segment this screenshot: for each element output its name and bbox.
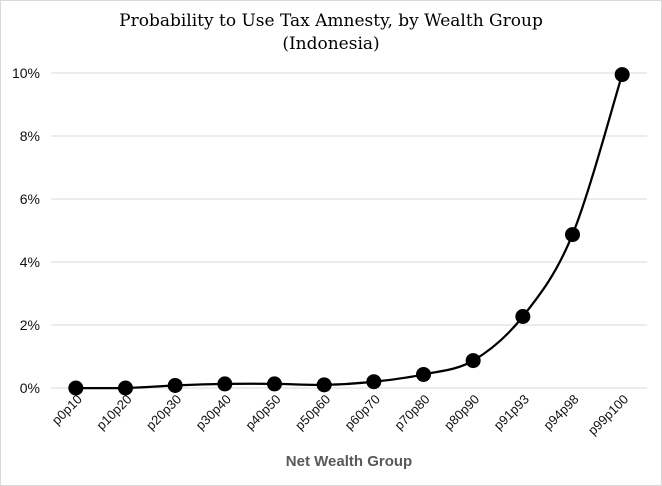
- data-point-p70p80: [416, 366, 431, 382]
- x-tick-label: p91p93: [491, 392, 532, 433]
- data-point-p40p50: [267, 376, 282, 392]
- data-points: [68, 67, 630, 396]
- x-tick-label: p50p60: [292, 392, 333, 433]
- chart-title: Probability to Use Tax Amnesty, by Wealt…: [0, 10, 662, 56]
- data-point-p60p70: [366, 374, 382, 390]
- data-point-p91p93: [515, 308, 531, 324]
- chart-subtitle: (Indonesia): [282, 34, 380, 54]
- chart-title-line: Probability to Use Tax Amnesty, by Wealt…: [119, 11, 543, 31]
- gridlines: [51, 72, 647, 389]
- data-point-p30p40: [217, 376, 233, 392]
- x-tick-label: p99p100: [585, 392, 631, 438]
- y-tick-label: 6%: [20, 191, 40, 207]
- x-tick-label: p40p50: [242, 392, 283, 433]
- x-tick-label: p20p30: [143, 392, 184, 433]
- y-tick-label: 8%: [20, 128, 40, 144]
- data-point-p99p100: [614, 67, 630, 83]
- y-tick-label: 10%: [12, 65, 40, 81]
- y-tick-label: 0%: [20, 380, 40, 396]
- x-tick-label: p30p40: [193, 392, 234, 433]
- x-tick-label: p60p70: [342, 392, 383, 433]
- data-point-p20p30: [167, 377, 183, 393]
- x-tick-label: p0p10: [49, 392, 85, 428]
- x-axis-ticks: p0p10 p10p20 p20p30 p30p40 p40p50 p50p60 p60p7…: [49, 392, 632, 438]
- y-axis-ticks: 0% 2% 4% 6% 8% 10%: [12, 65, 40, 396]
- x-tick-label: p94p98: [540, 392, 581, 433]
- x-tick-label: p70p80: [391, 392, 432, 433]
- x-tick-label: p10p20: [93, 392, 134, 433]
- data-point-p0p10: [68, 380, 84, 396]
- data-point-p10p20: [118, 380, 133, 396]
- y-tick-label: 4%: [20, 254, 40, 270]
- x-tick-label: p80p90: [441, 392, 482, 433]
- series-line: [75, 74, 624, 390]
- data-point-p50p60: [316, 377, 332, 393]
- x-axis-label: Net Wealth Group: [286, 453, 412, 470]
- data-point-p94p98: [565, 227, 580, 243]
- y-tick-label: 2%: [20, 317, 40, 333]
- data-point-p80p90: [465, 353, 481, 369]
